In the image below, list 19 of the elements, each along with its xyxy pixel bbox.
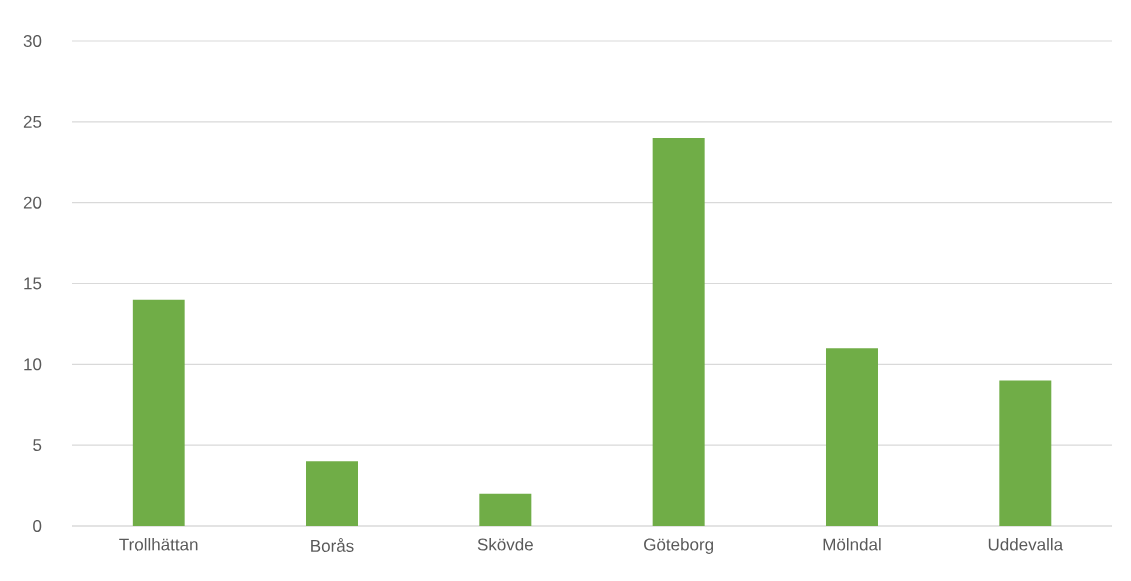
bar [132, 299, 185, 526]
y-tick-label: 5 [33, 439, 42, 452]
x-tick-label: Mölndal [823, 538, 881, 551]
x-tick-label: Göteborg [644, 538, 714, 554]
bar [479, 493, 532, 526]
y-tick-label: 10 [24, 358, 42, 371]
bar [999, 380, 1052, 526]
x-tick-label: Borås [311, 538, 354, 552]
x-tick-label: Uddevalla [988, 538, 1064, 551]
y-tick-label: 30 [23, 34, 42, 47]
bar [652, 137, 705, 526]
y-tick-label: 20 [23, 196, 42, 209]
y-tick-label: 0 [33, 519, 42, 532]
x-tick-label: Skövde [477, 538, 533, 551]
y-tick-label: 25 [23, 115, 42, 128]
y-tick-label: 15 [24, 277, 42, 290]
x-tick-label: Trollhättan [119, 538, 198, 551]
bar [825, 348, 878, 526]
bar [306, 461, 358, 526]
